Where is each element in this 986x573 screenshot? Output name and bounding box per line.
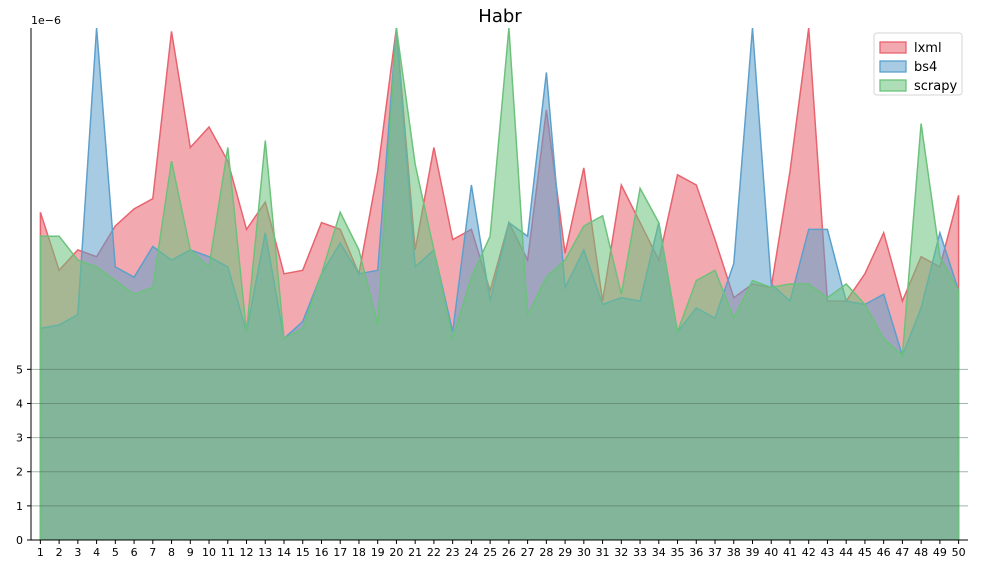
x-tick-label: 41: [783, 546, 797, 559]
x-tick-label: 4: [93, 546, 100, 559]
legend-label-scrapy: scrapy: [914, 79, 957, 94]
x-tick-label: 36: [689, 546, 703, 559]
x-tick-label: 49: [933, 546, 947, 559]
x-tick-label: 42: [802, 546, 816, 559]
x-tick-label: 25: [483, 546, 497, 559]
x-tick-label: 14: [277, 546, 291, 559]
legend: lxml bs4 scrapy: [873, 32, 963, 96]
legend-swatch-lxml: [879, 41, 907, 54]
x-tick-label: 8: [168, 546, 175, 559]
x-tick-label: 44: [839, 546, 853, 559]
grid-lines: [31, 368, 968, 507]
x-tick-label: 40: [764, 546, 778, 559]
legend-label-lxml: lxml: [914, 41, 942, 56]
x-tick-label: 20: [389, 546, 403, 559]
x-tick-label: 26: [502, 546, 516, 559]
x-tick-label: 28: [539, 546, 553, 559]
x-tick-label: 17: [333, 546, 347, 559]
x-tick-label: 34: [652, 546, 666, 559]
legend-swatch-bs4: [879, 60, 907, 73]
y-tick-label: 2: [16, 466, 23, 479]
legend-swatch-scrapy: [879, 79, 907, 92]
x-tick-label: 39: [745, 546, 759, 559]
x-tick-label: 15: [296, 546, 310, 559]
x-tick-label: 31: [596, 546, 610, 559]
legend-label-bs4: bs4: [914, 60, 937, 75]
x-tick-label: 18: [352, 546, 366, 559]
x-tick-label: 27: [521, 546, 535, 559]
x-tick-label: 11: [221, 546, 235, 559]
y-tick-label: 3: [16, 432, 23, 445]
x-tick-label: 13: [258, 546, 272, 559]
x-tick-label: 23: [446, 546, 460, 559]
x-axis-ticks: 1 2 3 4 5 6 7 8 9 10 11 12 13 14 15 16 17 18 19 20 21 22 23 24 2…: [37, 540, 966, 559]
x-tick-label: 32: [614, 546, 628, 559]
x-tick-label: 1: [37, 546, 44, 559]
x-tick-label: 2: [56, 546, 63, 559]
x-tick-label: 37: [708, 546, 722, 559]
x-tick-label: 30: [577, 546, 591, 559]
plot-areas: [39, 28, 960, 540]
x-tick-label: 5: [112, 546, 119, 559]
x-tick-label: 35: [671, 546, 685, 559]
x-tick-label: 24: [464, 546, 478, 559]
x-tick-label: 48: [914, 546, 928, 559]
y-tick-label: 1: [16, 500, 23, 513]
y-axis-offset-text: 1e−6: [31, 14, 61, 27]
x-tick-label: 29: [558, 546, 572, 559]
x-tick-label: 38: [727, 546, 741, 559]
x-tick-label: 16: [314, 546, 328, 559]
x-tick-label: 22: [427, 546, 441, 559]
y-tick-label: 4: [16, 397, 23, 410]
y-tick-label: 0: [16, 534, 23, 547]
x-tick-label: 6: [131, 546, 138, 559]
x-tick-label: 33: [633, 546, 647, 559]
area-series-scrapy: [39, 28, 960, 540]
axes: [30, 28, 968, 541]
x-tick-label: 21: [408, 546, 422, 559]
x-tick-label: 46: [877, 546, 891, 559]
x-tick-label: 10: [202, 546, 216, 559]
x-tick-label: 7: [149, 546, 156, 559]
x-tick-label: 43: [820, 546, 834, 559]
x-tick-label: 19: [371, 546, 385, 559]
x-tick-label: 50: [952, 546, 966, 559]
x-tick-label: 12: [240, 546, 254, 559]
x-tick-label: 3: [74, 546, 81, 559]
y-axis-ticks: 0 1 2 3 4 5: [16, 363, 31, 547]
x-tick-label: 47: [895, 546, 909, 559]
chart-title: Habr: [478, 6, 522, 27]
x-tick-label: 45: [858, 546, 872, 559]
x-tick-label: 9: [187, 546, 194, 559]
y-tick-label: 5: [16, 363, 23, 376]
